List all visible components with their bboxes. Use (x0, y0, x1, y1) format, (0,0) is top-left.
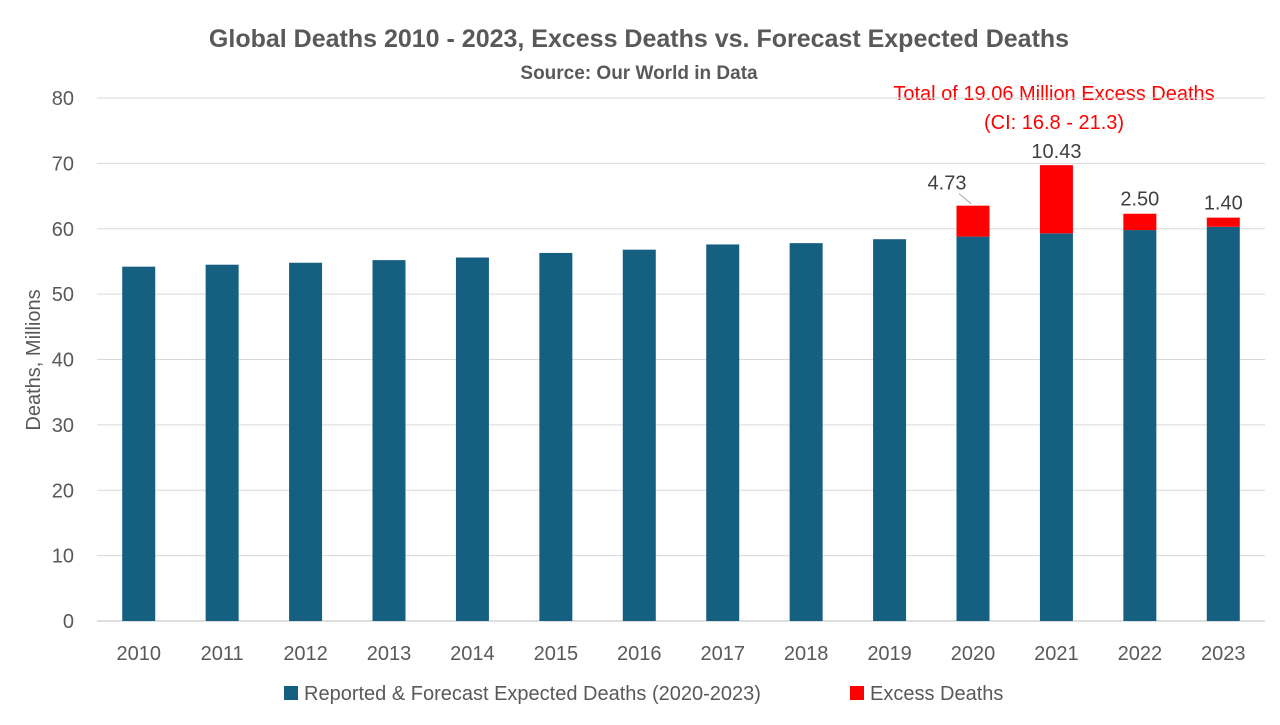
data-labels: 4.73 10.43 2.50 1.40 (928, 141, 1243, 214)
x-tick-label: 2022 (1118, 643, 1163, 665)
x-tick-label: 2019 (867, 643, 912, 665)
chart-subtitle: Source: Our World in Data (520, 63, 758, 84)
excess-value-label-2023: 1.40 (1204, 193, 1243, 215)
expected-deaths-bar-2013 (372, 260, 406, 621)
excess-value-label-2022: 2.50 (1120, 189, 1159, 211)
y-tick-label: 50 (52, 284, 74, 306)
x-tick-label: 2020 (951, 643, 996, 665)
x-tick-label: 2017 (700, 643, 745, 665)
excess-value-label-2021: 10.43 (1031, 141, 1081, 163)
legend-label-excess: Excess Deaths (870, 683, 1003, 705)
expected-deaths-bar-2016 (622, 249, 656, 622)
expected-deaths-bar-2010 (122, 266, 156, 621)
y-tick-label: 60 (52, 219, 74, 241)
y-tick-label: 10 (52, 546, 74, 568)
y-tick-label: 0 (63, 611, 74, 633)
legend-swatch-excess (850, 686, 864, 700)
x-tick-label: 2012 (283, 643, 328, 665)
legend-label-expected: Reported & Forecast Expected Deaths (202… (304, 683, 761, 705)
x-tick-label: 2015 (534, 643, 579, 665)
excess-total-annotation: Total of 19.06 Million Excess Deaths (893, 83, 1214, 105)
expected-deaths-bar-2020 (956, 236, 990, 621)
expected-deaths-bar-2014 (455, 257, 489, 621)
expected-deaths-bar-2012 (289, 262, 323, 621)
y-axis-label: Deaths, Millions (23, 289, 45, 430)
x-tick-label: 2016 (617, 643, 662, 665)
excess-deaths-bar-2022 (1123, 213, 1157, 231)
excess-value-label-2020: 4.73 (928, 173, 967, 195)
expected-deaths-bar-2018 (789, 243, 823, 621)
x-tick-label: 2011 (201, 643, 244, 665)
y-tick-label: 20 (52, 480, 74, 502)
x-tick-label: 2023 (1201, 643, 1246, 665)
label-leader-line (958, 193, 972, 205)
x-tick-label: 2021 (1034, 643, 1079, 665)
legend: Reported & Forecast Expected Deaths (202… (284, 683, 1003, 705)
x-tick-label: 2013 (367, 643, 412, 665)
y-tick-label: 70 (52, 153, 74, 175)
y-tick-label: 40 (52, 350, 74, 372)
x-tick-label: 2018 (784, 643, 829, 665)
excess-deaths-bar-2023 (1206, 217, 1240, 227)
expected-deaths-bar-2023 (1206, 226, 1240, 621)
bars (122, 165, 1240, 622)
x-tick-label: 2014 (450, 643, 495, 665)
excess-deaths-bar-2021 (1039, 165, 1073, 234)
x-axis-ticks: 2010 2011 2012 2013 2014 2015 2016 2017 2018 2019… (116, 643, 1245, 665)
excess-ci-annotation: (CI: 16.8 - 21.3) (984, 112, 1124, 134)
excess-deaths-bar-2020 (956, 205, 990, 237)
expected-deaths-bar-2015 (539, 252, 573, 621)
expected-deaths-bar-2022 (1123, 230, 1157, 621)
expected-deaths-bar-2011 (205, 264, 239, 621)
legend-swatch-expected (284, 686, 298, 700)
y-tick-label: 30 (52, 415, 74, 437)
expected-deaths-bar-2021 (1039, 233, 1073, 622)
y-axis-ticks: 0 10 20 30 40 50 60 70 80 (52, 88, 74, 633)
x-tick-label: 2010 (116, 643, 161, 665)
expected-deaths-bar-2017 (706, 244, 740, 621)
expected-deaths-bar-2019 (873, 239, 907, 621)
chart-title: Global Deaths 2010 - 2023, Excess Deaths… (209, 25, 1069, 53)
gridlines (97, 97, 1265, 622)
y-tick-label: 80 (52, 88, 74, 110)
